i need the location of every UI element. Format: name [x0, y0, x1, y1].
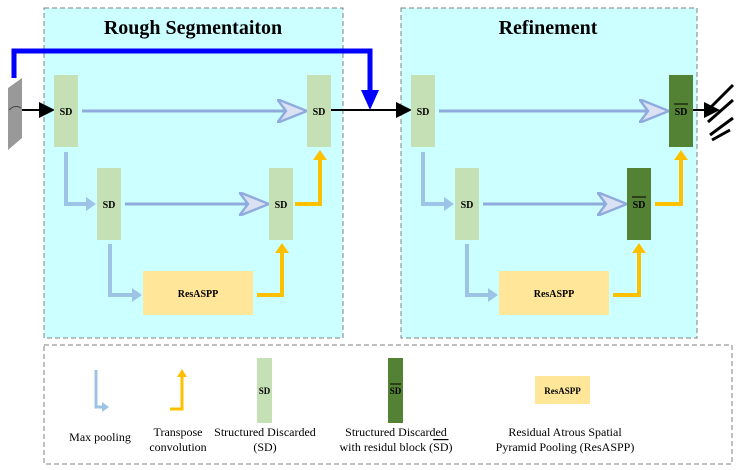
svg-text:SD: SD — [675, 107, 688, 118]
svg-text:SD: SD — [417, 107, 430, 118]
transpose-conv-arrow — [655, 160, 683, 206]
svg-text:Pyramid Pooling (ResASPP): Pyramid Pooling (ResASPP) — [496, 440, 635, 454]
svg-text:SD: SD — [60, 107, 73, 118]
resaspp-block: ResASPP — [499, 271, 609, 315]
sd-block: SD — [411, 75, 435, 147]
refinement-title: Refinement — [499, 17, 598, 39]
legend-max-pooling: Max pooling — [69, 370, 131, 444]
legend-sd: SD Structured Discarded (SD) — [214, 358, 316, 454]
svg-text:ResASPP: ResASPP — [178, 289, 219, 300]
svg-text:SD: SD — [275, 200, 288, 211]
svg-text:SD: SD — [390, 386, 402, 396]
legend-transpose-convolution: Transpose convolution — [149, 369, 207, 454]
svg-text:ResASPP: ResASPP — [544, 386, 581, 396]
svg-text:SD: SD — [633, 200, 646, 211]
svg-text:SD: SD — [461, 200, 474, 211]
legend-sd-bar: SD Structured Discarded with residul blo… — [340, 358, 453, 454]
svg-text:SD: SD — [313, 107, 326, 118]
svg-text:ResASPP: ResASPP — [534, 289, 575, 300]
svg-text:Residual Atrous Spatial: Residual Atrous Spatial — [508, 425, 622, 439]
sd-block: SD — [54, 75, 78, 147]
sd-block: SD — [269, 168, 293, 240]
svg-text:convolution: convolution — [149, 440, 206, 454]
transpose-conv-arrow — [613, 252, 641, 297]
svg-text:Max pooling: Max pooling — [69, 430, 131, 444]
global-skip-arrow — [11, 48, 379, 110]
resaspp-block: ResASPP — [143, 271, 253, 315]
transpose-conv-arrow — [257, 252, 284, 297]
svg-text:Transpose: Transpose — [154, 425, 203, 439]
sd-bar-block: SD — [627, 168, 651, 240]
svg-text:Structured Discarded: Structured Discarded — [214, 425, 316, 439]
max-pooling-arrow — [108, 244, 132, 297]
sd-block: SD — [307, 75, 331, 147]
svg-text:(SD): (SD) — [253, 440, 276, 454]
max-pooling-arrow — [64, 152, 86, 206]
svg-text:SD: SD — [103, 200, 116, 211]
rough-title: Rough Segmentaiton — [104, 17, 282, 39]
svg-text:with residul block (SD): with residul block (SD) — [340, 440, 453, 454]
max-pooling-arrow — [465, 244, 488, 297]
sd-block: SD — [97, 168, 121, 240]
transpose-conv-arrow — [295, 160, 322, 206]
sd-block: SD — [455, 168, 479, 240]
legend-resaspp: ResASPP Residual Atrous Spatial Pyramid … — [496, 376, 635, 454]
sd-bar-block: SD — [669, 75, 693, 147]
input-image — [8, 78, 22, 150]
output-segmentation-image — [706, 78, 735, 145]
svg-text:Structured Discarded: Structured Discarded — [345, 425, 447, 439]
max-pooling-arrow — [421, 152, 444, 206]
svg-text:SD: SD — [259, 386, 271, 396]
